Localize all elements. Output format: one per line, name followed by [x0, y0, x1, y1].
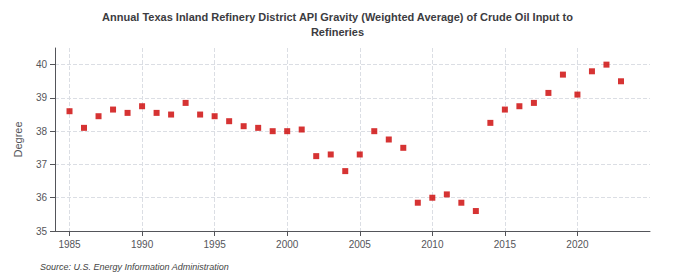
svg-text:1985: 1985 [58, 239, 81, 250]
svg-text:35: 35 [36, 226, 48, 237]
svg-text:1990: 1990 [131, 239, 154, 250]
svg-text:37: 37 [36, 159, 48, 170]
svg-text:39: 39 [36, 92, 48, 103]
svg-text:2010: 2010 [421, 239, 444, 250]
svg-text:38: 38 [36, 126, 48, 137]
svg-text:Annual Texas Inland Refinery D: Annual Texas Inland Refinery District AP… [102, 11, 573, 23]
svg-text:2015: 2015 [494, 239, 517, 250]
svg-text:Degree: Degree [12, 121, 24, 157]
svg-text:Refineries: Refineries [311, 26, 364, 38]
svg-text:Source: U.S. Energy Informatio: Source: U.S. Energy Information Administ… [40, 262, 229, 272]
svg-text:2005: 2005 [349, 239, 372, 250]
svg-text:1995: 1995 [204, 239, 227, 250]
svg-text:2020: 2020 [566, 239, 589, 250]
svg-text:36: 36 [36, 192, 48, 203]
svg-text:2000: 2000 [276, 239, 299, 250]
svg-text:40: 40 [36, 59, 48, 70]
